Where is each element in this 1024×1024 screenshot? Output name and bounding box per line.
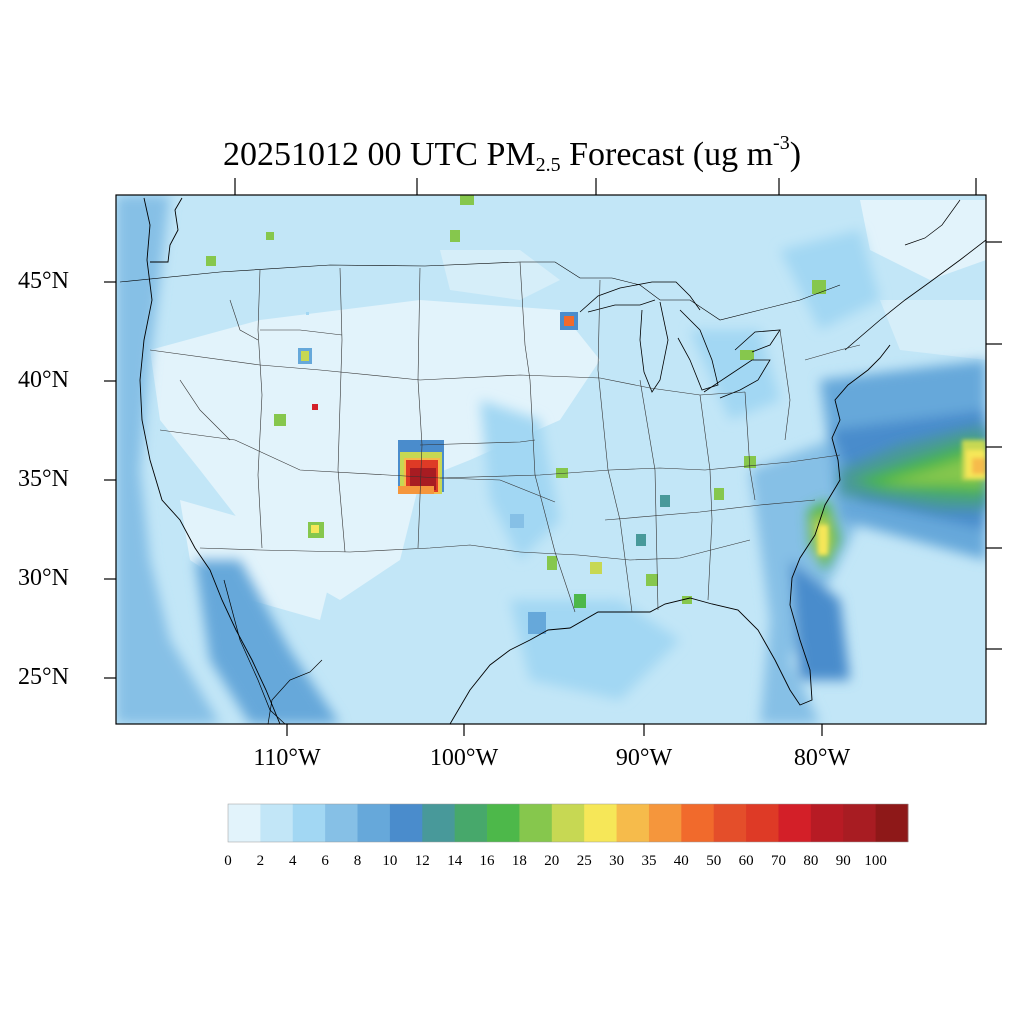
smoke-plume-atlantic: [808, 425, 986, 570]
lat-label-25n: 25°N: [18, 664, 69, 690]
colorbar-tick-label: 30: [609, 853, 625, 869]
colorbar-swatch: [260, 804, 294, 842]
colorbar-swatch: [487, 804, 520, 842]
colorbar-frame: [227, 803, 909, 843]
colorbar-swatch: [228, 804, 261, 842]
colorbar-tick-label: 16: [479, 853, 495, 869]
colorbar-swatch: [648, 804, 682, 842]
colorbar-swatch: [454, 804, 488, 842]
lon-label-110w: 110°W: [253, 745, 321, 771]
colorbar-swatch: [681, 804, 715, 842]
lat-label-40n: 40°N: [18, 367, 69, 393]
colorbar-swatch: [713, 804, 747, 842]
colorbar-tick-label: 100: [864, 853, 887, 869]
colorbar-tick-label: 10: [382, 853, 398, 869]
colorbar-tick-label: 40: [673, 853, 689, 869]
small-hotspots: [206, 195, 826, 634]
colorbar-swatch: [843, 804, 877, 842]
lon-label-90w: 90°W: [615, 745, 673, 771]
colorbar-tick-label: 8: [353, 853, 362, 869]
colorbar-tick-label: 50: [706, 853, 722, 869]
colorbar-tick-label: 12: [414, 853, 430, 869]
colorbar-tick-label: 6: [321, 853, 329, 869]
colorbar-tick-label: 25: [576, 853, 592, 869]
colorbar: [228, 804, 909, 842]
colorbar-tick-label: 2: [256, 853, 265, 869]
colorbar-swatch: [519, 804, 553, 842]
colorbar-swatch: [584, 804, 617, 842]
colorbar-swatch: [616, 804, 650, 842]
colorbar-swatch: [325, 804, 358, 842]
colorbar-swatch: [875, 804, 909, 842]
smoke-plume-core: [818, 440, 986, 555]
colorbar-tick-label: 80: [803, 853, 819, 869]
tick-marks: [104, 178, 1002, 736]
colorbar-tick-label: 0: [224, 853, 232, 869]
lon-label-100w: 100°W: [429, 745, 499, 771]
map-outlines: [119, 197, 986, 724]
colorbar-swatch: [357, 804, 391, 842]
low-concentration-regions: [150, 200, 986, 620]
colorbar-tick-label: 70: [771, 853, 786, 869]
colorbar-tick-label: 60: [738, 853, 754, 869]
lat-label-35n: 35°N: [18, 466, 69, 492]
lat-label-45n: 45°N: [18, 268, 69, 294]
colorbar-swatch: [746, 804, 779, 842]
lon-label-80w: 80°W: [793, 745, 851, 771]
colorbar-swatch: [389, 804, 423, 842]
colorbar-tick-label: 4: [289, 853, 297, 869]
lat-label-30n: 30°N: [18, 565, 69, 591]
colorbar-swatch: [292, 804, 326, 842]
colorbar-swatch: [422, 804, 456, 842]
colorbar-swatch: [551, 804, 585, 842]
map-frame: [115, 194, 987, 725]
pm25-field: [116, 195, 986, 724]
colorbar-tick-label: 18: [511, 853, 527, 869]
state-borders: [149, 261, 861, 613]
colorbar-swatch: [810, 804, 844, 842]
colorbar-tick-label: 90: [835, 853, 851, 869]
colorbar-swatch: [778, 804, 812, 842]
colorbar-tick-label: 35: [641, 853, 657, 869]
colorbar-tick-label: 14: [447, 853, 463, 869]
colorbar-tick-label: 20: [544, 853, 560, 869]
map-title: 20251012 00 UTC PM2.5 Forecast (ug m-3): [222, 132, 802, 176]
